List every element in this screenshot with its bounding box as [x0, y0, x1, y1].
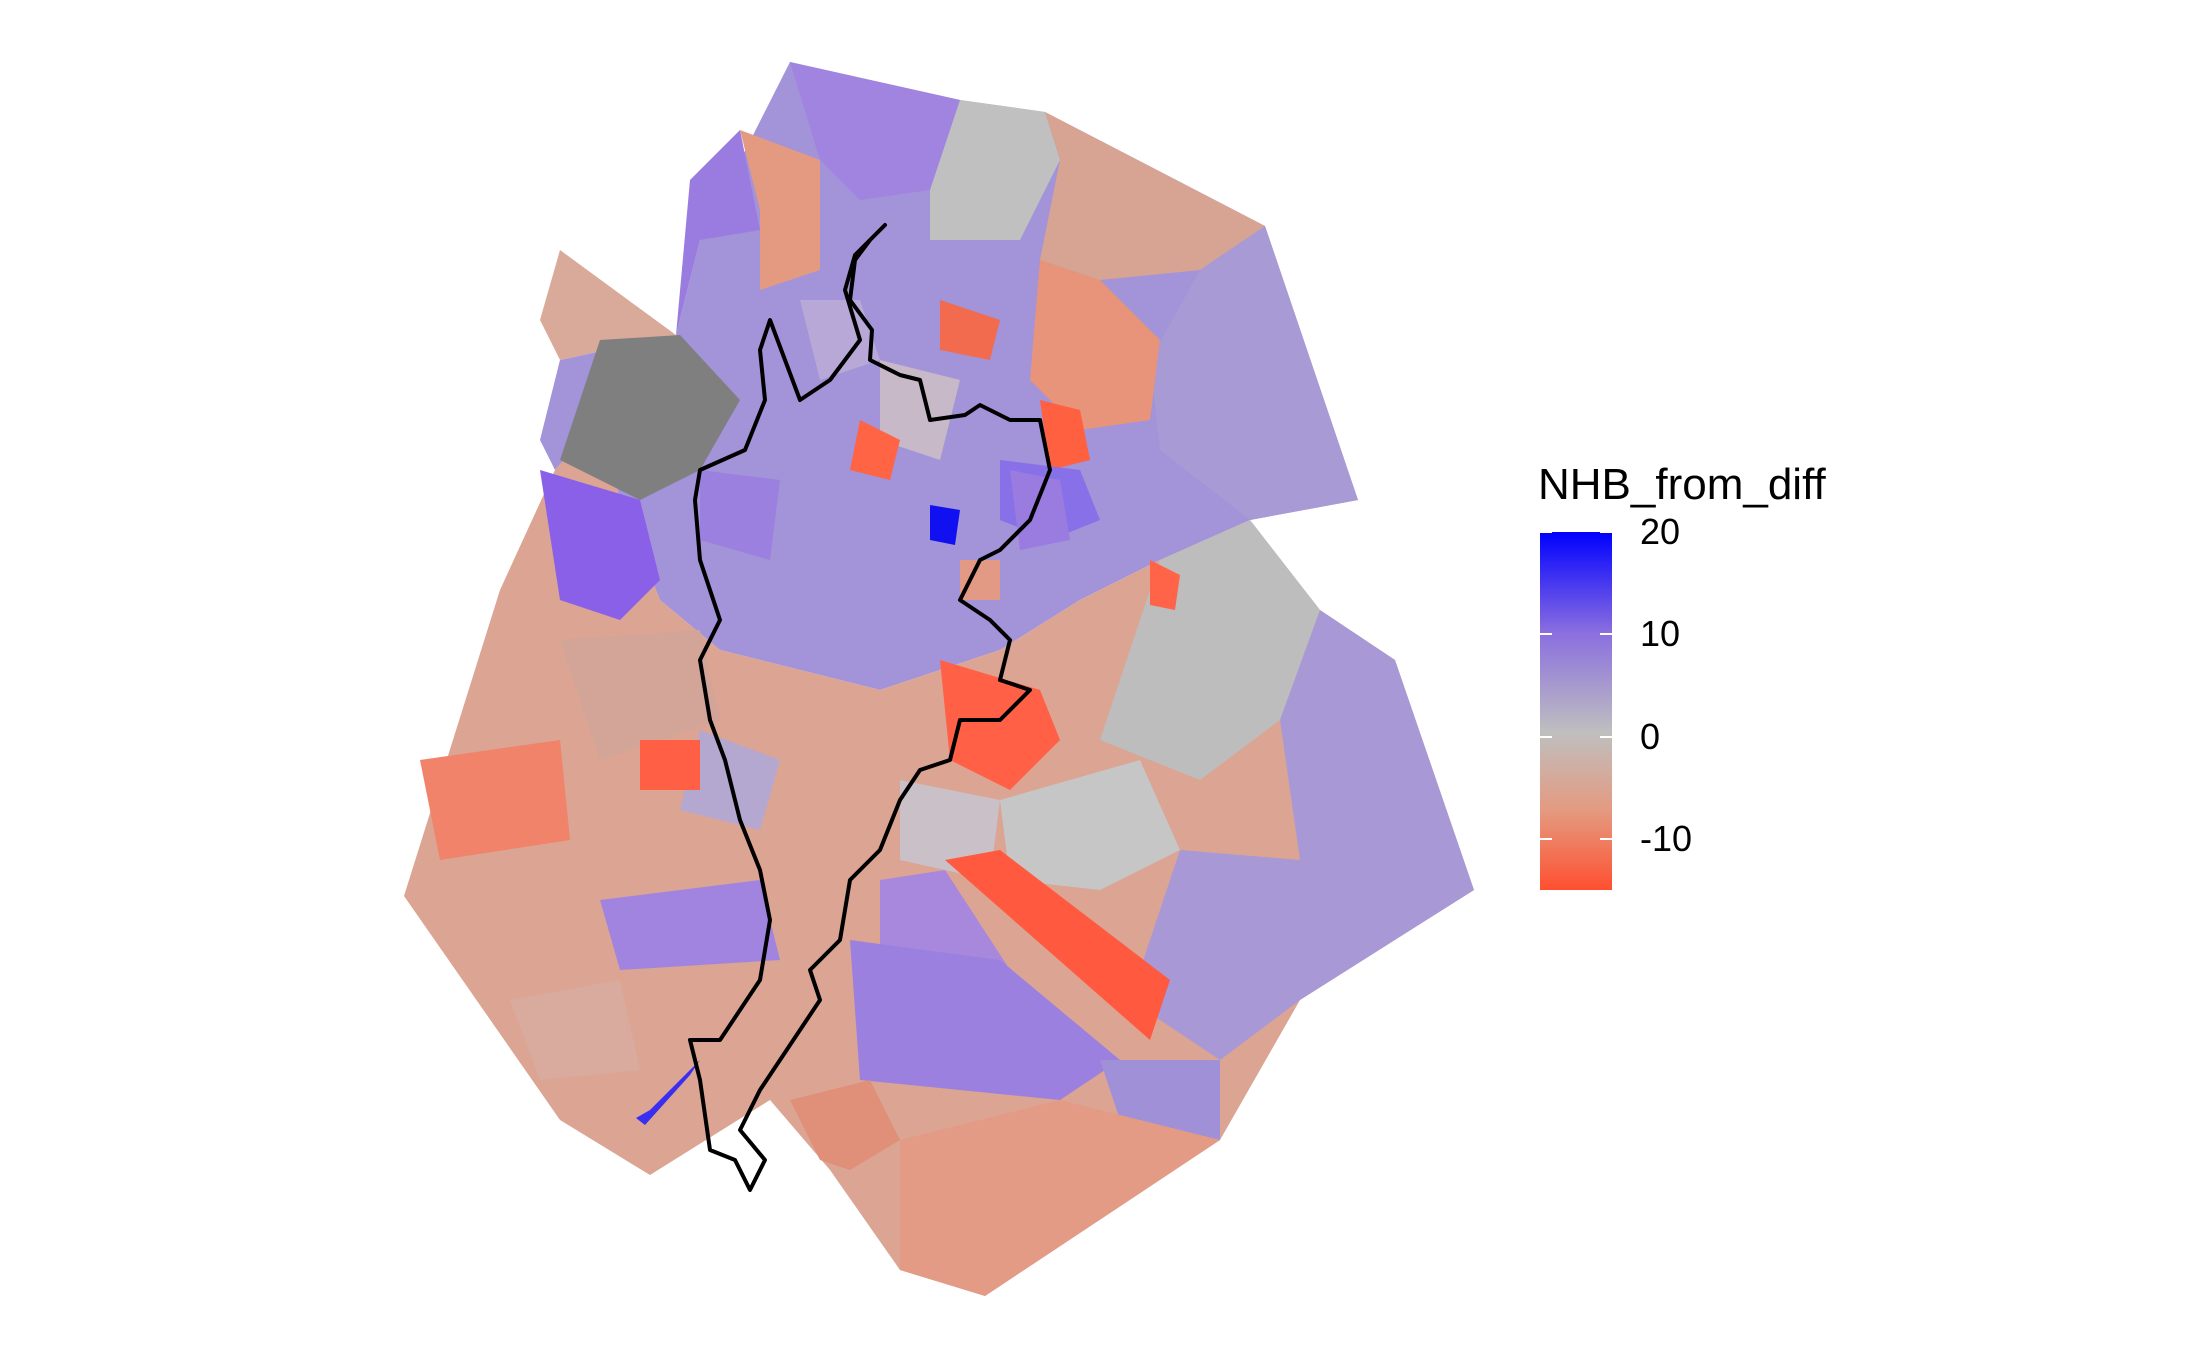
tract	[800, 300, 880, 380]
tract	[640, 740, 700, 790]
tract	[540, 470, 660, 620]
tract	[676, 130, 760, 335]
legend-tick-label: 20	[1640, 511, 1681, 552]
tract	[740, 130, 820, 290]
tract	[790, 1080, 900, 1170]
tract	[940, 300, 1000, 360]
choropleth-map	[404, 62, 1474, 1296]
tract	[420, 740, 570, 860]
tract	[945, 850, 1170, 1040]
tract	[1130, 850, 1474, 1060]
legend-tick-label: 0	[1640, 715, 1661, 757]
tract	[700, 470, 780, 560]
tract	[1150, 560, 1180, 610]
tract	[560, 335, 740, 500]
tract	[900, 1100, 1220, 1296]
tract	[1040, 400, 1090, 470]
tract	[1040, 112, 1265, 280]
tract	[510, 980, 640, 1080]
legend-color-bar	[1540, 532, 1612, 890]
tract	[1010, 470, 1070, 550]
tract	[850, 940, 1120, 1100]
tract	[790, 62, 960, 200]
legend-title: NHB_from_diff	[1538, 460, 1826, 509]
tract	[1000, 760, 1180, 890]
legend-tick-label: -10	[1640, 817, 1693, 859]
tract	[1150, 226, 1358, 520]
tract	[560, 630, 720, 760]
tract	[880, 360, 960, 460]
tract	[1030, 260, 1160, 430]
tract	[540, 250, 676, 360]
legend: NHB_from_diff 20 10 0 -10	[1538, 460, 1958, 920]
tract	[850, 420, 900, 480]
tract	[1280, 610, 1474, 900]
city-boundary	[688, 223, 1052, 1192]
tract	[930, 100, 1060, 240]
tract	[930, 505, 960, 545]
tract	[600, 880, 780, 970]
tract	[960, 560, 1000, 600]
tract	[636, 1060, 700, 1125]
legend-tick-label: 10	[1640, 613, 1681, 655]
